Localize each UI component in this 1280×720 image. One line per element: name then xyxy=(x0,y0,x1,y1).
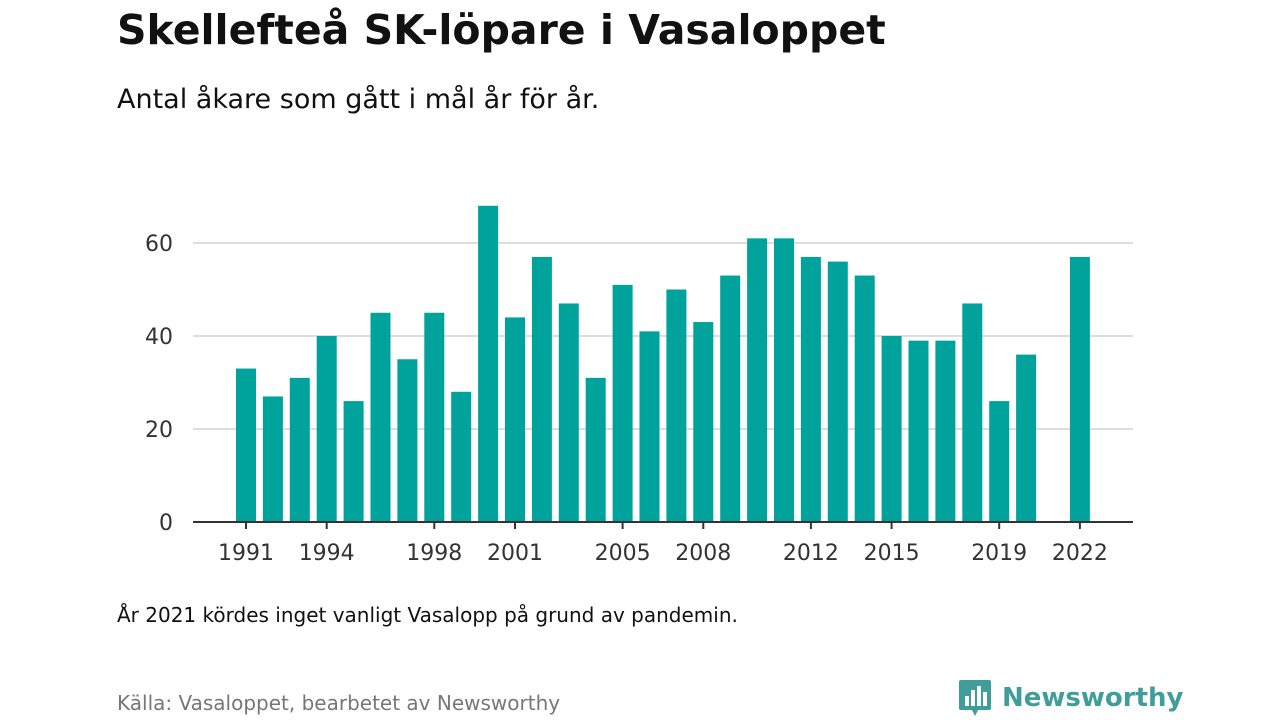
bar-chart: 0 20 40 60 1991 1994 1998 2001 2005 2008 2012 2015 2… xyxy=(145,205,1133,566)
axes: 0 20 40 60 1991 1994 1998 2001 2005 2008 2012 2015 2… xyxy=(145,232,1133,566)
bar xyxy=(612,284,633,522)
bar xyxy=(262,396,283,522)
bar xyxy=(881,336,902,522)
y-tick-label: 40 xyxy=(145,325,173,350)
bar xyxy=(962,303,983,522)
x-tick-label: 2015 xyxy=(864,541,920,566)
bar xyxy=(1069,256,1090,522)
y-tick-label: 20 xyxy=(145,418,173,443)
bar xyxy=(747,238,768,522)
bar xyxy=(451,391,472,522)
bar xyxy=(774,238,794,522)
bar xyxy=(478,205,499,523)
x-tick-label: 2012 xyxy=(783,541,839,566)
bar xyxy=(720,275,741,522)
x-tick-label: 2008 xyxy=(675,541,731,566)
newsworthy-bar-chart-logo-icon xyxy=(959,680,991,716)
bars xyxy=(236,205,1090,523)
bar xyxy=(693,322,714,522)
bar xyxy=(558,303,579,522)
bar xyxy=(585,377,606,522)
bar xyxy=(370,312,391,522)
x-tick-label: 1994 xyxy=(299,541,355,566)
logo-text: Newsworthy xyxy=(1002,683,1184,713)
bar xyxy=(639,331,660,522)
bar xyxy=(531,256,552,522)
newsworthy-logo[interactable]: Newsworthy xyxy=(958,678,1183,718)
x-tick-label: 2001 xyxy=(487,541,543,566)
bar xyxy=(989,401,1010,522)
bar xyxy=(316,336,337,522)
x-tick-label: 1998 xyxy=(406,541,462,566)
bar xyxy=(908,340,929,522)
bar xyxy=(343,401,364,522)
x-tick-label: 2022 xyxy=(1052,541,1108,566)
source-credit: Källa: Vasaloppet, bearbetet av Newswort… xyxy=(117,691,561,715)
chart-title: Skellefteå SK-löpare i Vasaloppet xyxy=(117,6,886,54)
bar xyxy=(935,340,956,522)
x-tick-label: 1991 xyxy=(218,541,274,566)
chart-subtitle: Antal åkare som gått i mål år för år. xyxy=(117,84,600,115)
x-tick-label: 2019 xyxy=(971,541,1027,566)
bar xyxy=(236,368,256,522)
bar xyxy=(397,359,418,522)
y-tick-label: 0 xyxy=(159,511,173,536)
bar xyxy=(827,261,848,522)
bar xyxy=(424,312,445,522)
bar xyxy=(800,256,821,522)
bar xyxy=(289,377,310,522)
bar xyxy=(1016,354,1037,522)
bar xyxy=(666,289,687,522)
x-tick-label: 2005 xyxy=(595,541,651,566)
chart-note: År 2021 kördes inget vanligt Vasalopp på… xyxy=(117,603,738,627)
y-tick-label: 60 xyxy=(145,232,173,257)
bar xyxy=(505,317,525,522)
bar xyxy=(854,275,875,522)
